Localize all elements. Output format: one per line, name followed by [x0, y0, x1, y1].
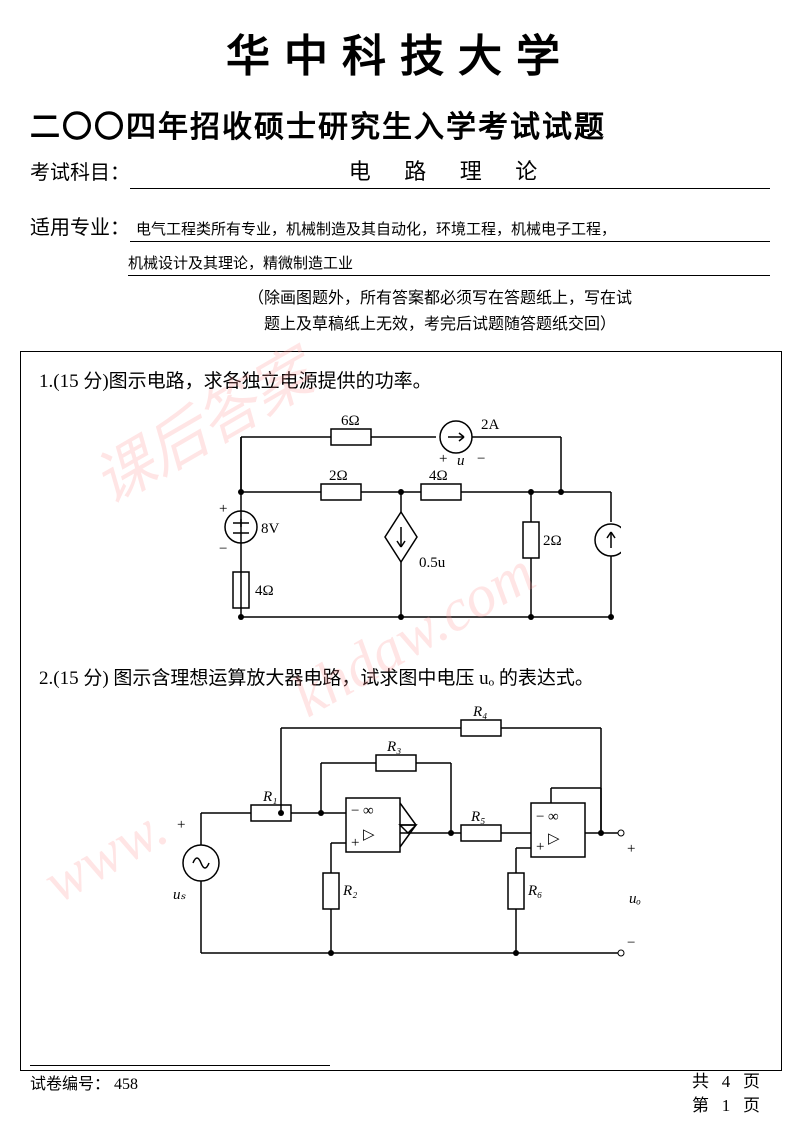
- op1-plus: +: [351, 835, 359, 851]
- op2-inf: ∞: [548, 809, 559, 825]
- op2-minus: −: [536, 809, 544, 825]
- label-ccvs: 0.5u: [419, 555, 446, 571]
- total-pages-b: 4: [722, 1072, 731, 1091]
- major-value-1: 电气工程类所有专业，机械制造及其自动化，环境工程，机械电子工程，: [130, 218, 770, 242]
- major-value-2: 机械设计及其理论，精微制造工业: [128, 252, 770, 276]
- label-r2: R₂: [342, 883, 357, 899]
- page-header: 华中科技大学 二〇〇四年招收硕士研究生入学考试试题: [0, 0, 800, 146]
- current-page-a: 第: [692, 1096, 709, 1115]
- major-row: 适用专业： 电气工程类所有专业，机械制造及其自动化，环境工程，机械电子工程，: [0, 203, 800, 242]
- major-label: 适用专业：: [30, 211, 130, 240]
- note-line-1: （除画图题外，所有答案都必须写在答题纸上，写在试: [248, 290, 632, 307]
- problem-1-text: 1.(15 分)图示电路，求各独立电源提供的功率。: [39, 368, 763, 397]
- label-us-plus: +: [177, 817, 185, 833]
- label-plus-u: +: [439, 451, 447, 467]
- label-uo: uₒ: [629, 891, 641, 907]
- exam-note: （除画图题外，所有答案都必须写在答题纸上，写在试 题上及草稿纸上无效，考完后试题…: [140, 286, 740, 337]
- label-r3: R₃: [386, 739, 401, 755]
- circuit-diagram-2: R₄ R₃ R₁ R₅ R₂ R₆ uₛ uₒ + + − − ∞ + ▷ − …: [151, 703, 651, 983]
- op1-inf: ∞: [363, 803, 374, 819]
- op2-plus: +: [536, 839, 544, 855]
- label-8v: 8V: [261, 521, 280, 537]
- label-uo-minus: −: [627, 935, 635, 951]
- label-r5: R₅: [470, 809, 485, 825]
- paper-id-value: 458: [114, 1076, 138, 1093]
- subject-value: 电 路 理 论: [130, 154, 770, 189]
- exam-title: 二〇〇四年招收硕士研究生入学考试试题: [0, 102, 800, 146]
- problem-2-text: 2.(15 分) 图示含理想运算放大器电路，试求图中电压 uₒ 的表达式。: [39, 665, 763, 694]
- label-r4: R₄: [472, 704, 487, 720]
- label-4ohm-a: 4Ω: [429, 468, 448, 484]
- label-u: u: [457, 453, 465, 469]
- current-page-c: 页: [743, 1096, 760, 1115]
- current-page-b: 1: [722, 1096, 731, 1115]
- label-8v-minus: −: [219, 541, 227, 557]
- label-r6: R₆: [527, 883, 542, 899]
- label-uo-plus: +: [627, 841, 635, 857]
- op1-minus: −: [351, 803, 359, 819]
- op1-tri: ▷: [363, 827, 375, 843]
- label-2ohm-a: 2Ω: [329, 468, 348, 484]
- total-pages-a: 共: [692, 1072, 709, 1091]
- problems-container: 1.(15 分)图示电路，求各独立电源提供的功率。: [20, 351, 782, 1071]
- university-name: 华中科技大学: [0, 20, 800, 84]
- label-4ohm-b: 4Ω: [255, 583, 274, 599]
- label-8v-plus: +: [219, 501, 227, 517]
- total-pages-c: 页: [743, 1072, 760, 1091]
- footer-right: 共 4 页 第 1 页: [692, 1070, 760, 1118]
- label-2ohm-b: 2Ω: [543, 533, 562, 549]
- label-6ohm: 6Ω: [341, 413, 360, 429]
- paper-id-label: 试卷编号：: [30, 1076, 110, 1093]
- circuit-diagram-1: 6Ω 2A + u − 2Ω 4Ω + 8V − 4Ω 0.5u 2Ω 1A: [181, 407, 621, 647]
- label-2a: 2A: [481, 417, 500, 433]
- subject-label: 考试科目：: [30, 156, 130, 185]
- note-line-2: 题上及草稿纸上无效，考完后试题随答题纸交回）: [264, 316, 616, 333]
- label-us: uₛ: [173, 887, 187, 903]
- label-minus-u: −: [477, 451, 485, 467]
- op2-tri: ▷: [548, 831, 560, 847]
- label-r1: R₁: [262, 789, 277, 805]
- subject-row: 考试科目： 电 路 理 论: [0, 146, 800, 189]
- footer-left: 试卷编号： 458: [30, 1065, 330, 1094]
